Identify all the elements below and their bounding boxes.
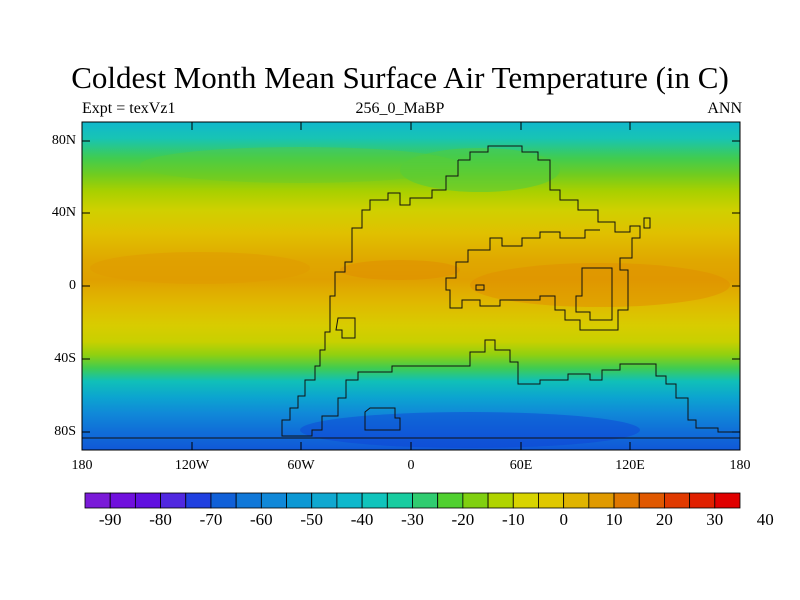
northern-coast <box>445 145 641 331</box>
colorbar-box <box>689 492 716 509</box>
warm-band-east <box>470 263 730 307</box>
colorbar-box <box>714 492 741 509</box>
lat-label-40s: 40S <box>54 351 76 366</box>
pangea-outline <box>82 160 741 439</box>
map-ticks <box>82 122 740 450</box>
lat-label-40n: 40N <box>51 205 76 220</box>
colorbar-box <box>160 492 187 509</box>
colorbar-box <box>563 492 590 509</box>
colorbar-box <box>185 492 212 509</box>
colorbar-box <box>638 492 665 509</box>
colorbar-box <box>260 492 287 509</box>
cold-patch-south <box>300 412 640 448</box>
cool-patch-north <box>400 148 560 192</box>
colorbar-label: -50 <box>300 510 324 529</box>
colorbar-box <box>588 492 615 509</box>
colorbar-box <box>512 492 539 509</box>
colorbar-box <box>109 492 136 509</box>
colorbar <box>84 492 741 509</box>
colorbar-box <box>437 492 464 509</box>
colorbar-label: -10 <box>501 510 525 529</box>
colorbar-box <box>84 492 111 509</box>
lon-label-180e: 180 <box>729 458 751 473</box>
colorbar-box <box>538 492 565 509</box>
colorbar-label: 0 <box>559 510 568 529</box>
colorbar-box <box>361 492 388 509</box>
colorbar-label: -80 <box>149 510 172 529</box>
lat-label-equator: 0 <box>69 278 76 293</box>
colorbar-label: 50 <box>796 510 800 530</box>
colorbar-label: -20 <box>451 510 475 529</box>
colorbar-label: -70 <box>199 510 223 529</box>
warm-band-central <box>340 260 460 280</box>
colorbar-label: -90 <box>98 510 122 529</box>
temperature-field <box>82 122 740 450</box>
southern-island <box>364 407 401 431</box>
colorbar-label: 30 <box>706 510 724 529</box>
cool-band-north <box>140 147 460 183</box>
colorbar-box <box>235 492 262 509</box>
colorbar-box <box>336 492 363 509</box>
colorbar-label: 10 <box>605 510 623 529</box>
lat-label-80s: 80S <box>54 424 76 439</box>
lon-label-60e: 60E <box>509 458 533 473</box>
colorbar-box <box>286 492 313 509</box>
colorbar-box <box>412 492 439 509</box>
small-lake <box>475 284 485 291</box>
colorbar-box <box>210 492 237 509</box>
small-island-east <box>643 217 651 229</box>
experiment-label: Expt = texVz1 <box>82 100 176 117</box>
colorbar-box <box>134 492 161 509</box>
plot-title: Coldest Month Mean Surface Air Temperatu… <box>71 60 729 95</box>
colorbar-label: -40 <box>350 510 374 529</box>
colorbar-box <box>386 492 413 509</box>
warm-band-west <box>90 252 310 284</box>
lat-label-80n: 80N <box>51 133 76 148</box>
lon-label-120w: 120W <box>174 458 210 473</box>
colorbar-box <box>613 492 640 509</box>
colorbar-box <box>462 492 489 509</box>
western-bay <box>335 317 356 339</box>
lon-label-0: 0 <box>407 458 415 473</box>
colorbar-box <box>487 492 514 509</box>
timeslice-label: 256_0_MaBP <box>355 100 445 117</box>
colorbar-label: 40 <box>756 510 774 529</box>
colorbar-box <box>311 492 338 509</box>
colorbar-label: 20 <box>655 510 673 529</box>
continent-outlines <box>82 145 741 439</box>
lon-label-180w: 180 <box>71 458 93 473</box>
season-label: ANN <box>707 100 742 117</box>
colorbar-box <box>664 492 691 509</box>
colorbar-label: -30 <box>401 510 424 529</box>
lon-label-120e: 120E <box>615 458 645 473</box>
lon-label-60w: 60W <box>287 458 315 473</box>
colorbar-label: -60 <box>249 510 273 529</box>
inland-basin <box>575 267 613 321</box>
